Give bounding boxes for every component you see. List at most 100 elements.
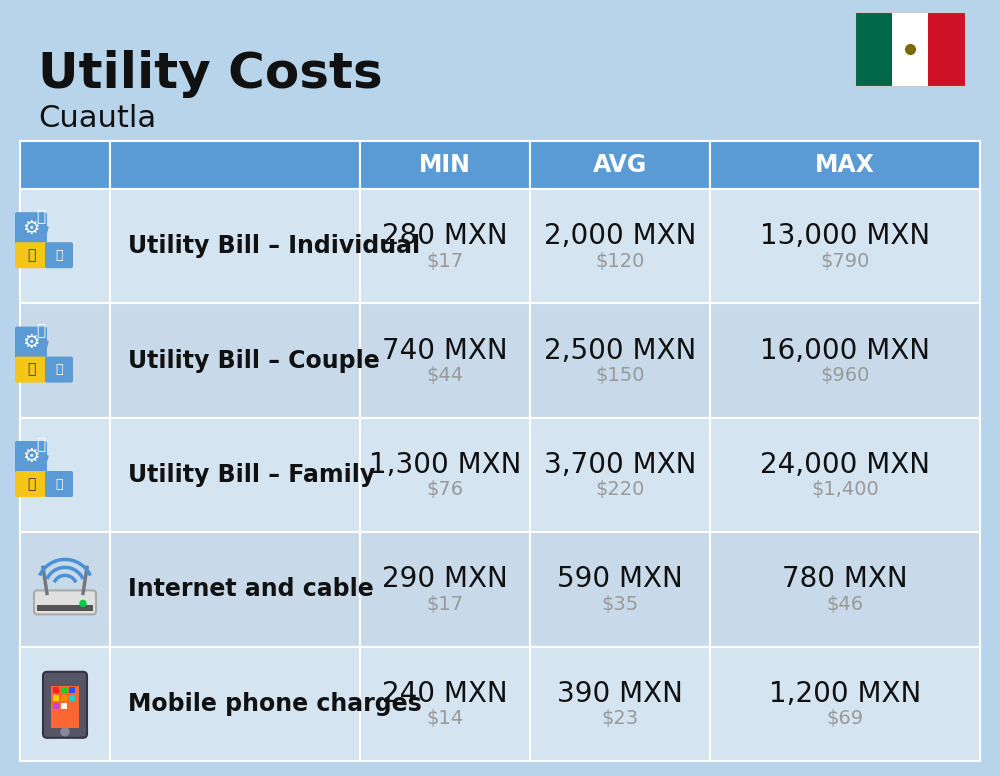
FancyBboxPatch shape: [15, 242, 47, 268]
Text: 🧍: 🧍: [36, 209, 46, 223]
Bar: [530, 532, 710, 646]
Bar: [20, 303, 110, 417]
Text: 2,000 MXN: 2,000 MXN: [544, 222, 696, 250]
Text: 3,700 MXN: 3,700 MXN: [544, 451, 696, 479]
Text: 16,000 MXN: 16,000 MXN: [760, 337, 930, 365]
Text: 740 MXN: 740 MXN: [382, 337, 508, 365]
Text: ⚙: ⚙: [22, 219, 40, 237]
FancyBboxPatch shape: [15, 441, 47, 473]
Text: 🔌: 🔌: [27, 477, 35, 491]
Bar: [360, 303, 530, 417]
Bar: [37, 605, 93, 611]
FancyBboxPatch shape: [34, 591, 96, 615]
Text: 280 MXN: 280 MXN: [382, 222, 508, 250]
Bar: [51, 686, 79, 728]
Text: 🔧: 🔧: [55, 363, 63, 376]
Text: $76: $76: [426, 480, 464, 500]
Bar: [530, 189, 710, 303]
Text: Internet and cable: Internet and cable: [128, 577, 374, 601]
Circle shape: [80, 601, 86, 606]
Text: ⚙: ⚙: [22, 333, 40, 352]
Text: 24,000 MXN: 24,000 MXN: [760, 451, 930, 479]
Bar: [53, 703, 59, 708]
Text: 1,300 MXN: 1,300 MXN: [369, 451, 521, 479]
Text: Utility Costs: Utility Costs: [38, 50, 383, 98]
Bar: [710, 303, 980, 417]
Bar: [61, 703, 67, 708]
Text: $150: $150: [595, 366, 645, 385]
FancyBboxPatch shape: [45, 357, 73, 383]
Bar: [710, 189, 980, 303]
Text: $23: $23: [601, 709, 639, 729]
Bar: [855, 12, 892, 86]
FancyBboxPatch shape: [43, 672, 87, 738]
Text: 🔧: 🔧: [55, 477, 63, 490]
Bar: [360, 532, 530, 646]
Text: Cuautla: Cuautla: [38, 104, 156, 133]
FancyBboxPatch shape: [15, 327, 47, 359]
Bar: [69, 695, 75, 701]
Circle shape: [61, 728, 69, 736]
Text: Mobile phone charges: Mobile phone charges: [128, 691, 422, 715]
Bar: [855, 12, 965, 86]
Text: 590 MXN: 590 MXN: [557, 566, 683, 594]
Text: 🔧: 🔧: [55, 248, 63, 262]
Text: $46: $46: [826, 595, 864, 614]
Text: 🔌: 🔌: [27, 248, 35, 262]
Text: AVG: AVG: [593, 153, 647, 177]
Bar: [53, 695, 59, 701]
Bar: [360, 189, 530, 303]
Text: Utility Bill – Individual: Utility Bill – Individual: [128, 234, 420, 258]
FancyBboxPatch shape: [45, 471, 73, 497]
Bar: [61, 687, 67, 693]
Text: ⚙: ⚙: [22, 448, 40, 466]
Bar: [710, 417, 980, 532]
Text: $790: $790: [820, 251, 870, 271]
Bar: [360, 141, 530, 189]
Text: Utility Bill – Couple: Utility Bill – Couple: [128, 348, 380, 372]
Bar: [710, 141, 980, 189]
Text: 390 MXN: 390 MXN: [557, 680, 683, 708]
Bar: [530, 303, 710, 417]
Text: 290 MXN: 290 MXN: [382, 566, 508, 594]
Bar: [53, 687, 59, 693]
FancyBboxPatch shape: [45, 242, 73, 268]
Text: 240 MXN: 240 MXN: [382, 680, 508, 708]
Bar: [20, 646, 110, 761]
Text: MIN: MIN: [419, 153, 471, 177]
Text: $960: $960: [820, 366, 870, 385]
Text: 13,000 MXN: 13,000 MXN: [760, 222, 930, 250]
Text: $44: $44: [426, 366, 464, 385]
Bar: [110, 417, 360, 532]
Bar: [710, 646, 980, 761]
Text: 🔌: 🔌: [27, 362, 35, 376]
Text: $14: $14: [426, 709, 464, 729]
Bar: [928, 12, 965, 86]
Text: $120: $120: [595, 251, 645, 271]
Bar: [61, 695, 67, 701]
Bar: [20, 141, 110, 189]
Text: Utility Bill – Family: Utility Bill – Family: [128, 463, 375, 487]
Bar: [20, 189, 110, 303]
FancyBboxPatch shape: [15, 212, 47, 244]
Bar: [110, 189, 360, 303]
Bar: [20, 532, 110, 646]
Bar: [110, 303, 360, 417]
Bar: [710, 532, 980, 646]
Text: $1,400: $1,400: [811, 480, 879, 500]
Text: MAX: MAX: [815, 153, 875, 177]
Text: $17: $17: [426, 595, 464, 614]
Text: 780 MXN: 780 MXN: [782, 566, 908, 594]
Bar: [20, 417, 110, 532]
Text: 2,500 MXN: 2,500 MXN: [544, 337, 696, 365]
Text: $220: $220: [595, 480, 645, 500]
Text: 1,200 MXN: 1,200 MXN: [769, 680, 921, 708]
Bar: [110, 646, 360, 761]
Bar: [360, 417, 530, 532]
Bar: [530, 417, 710, 532]
Text: 🧍: 🧍: [36, 438, 46, 452]
Text: $69: $69: [826, 709, 864, 729]
Bar: [110, 532, 360, 646]
FancyBboxPatch shape: [15, 471, 47, 497]
Bar: [530, 141, 710, 189]
